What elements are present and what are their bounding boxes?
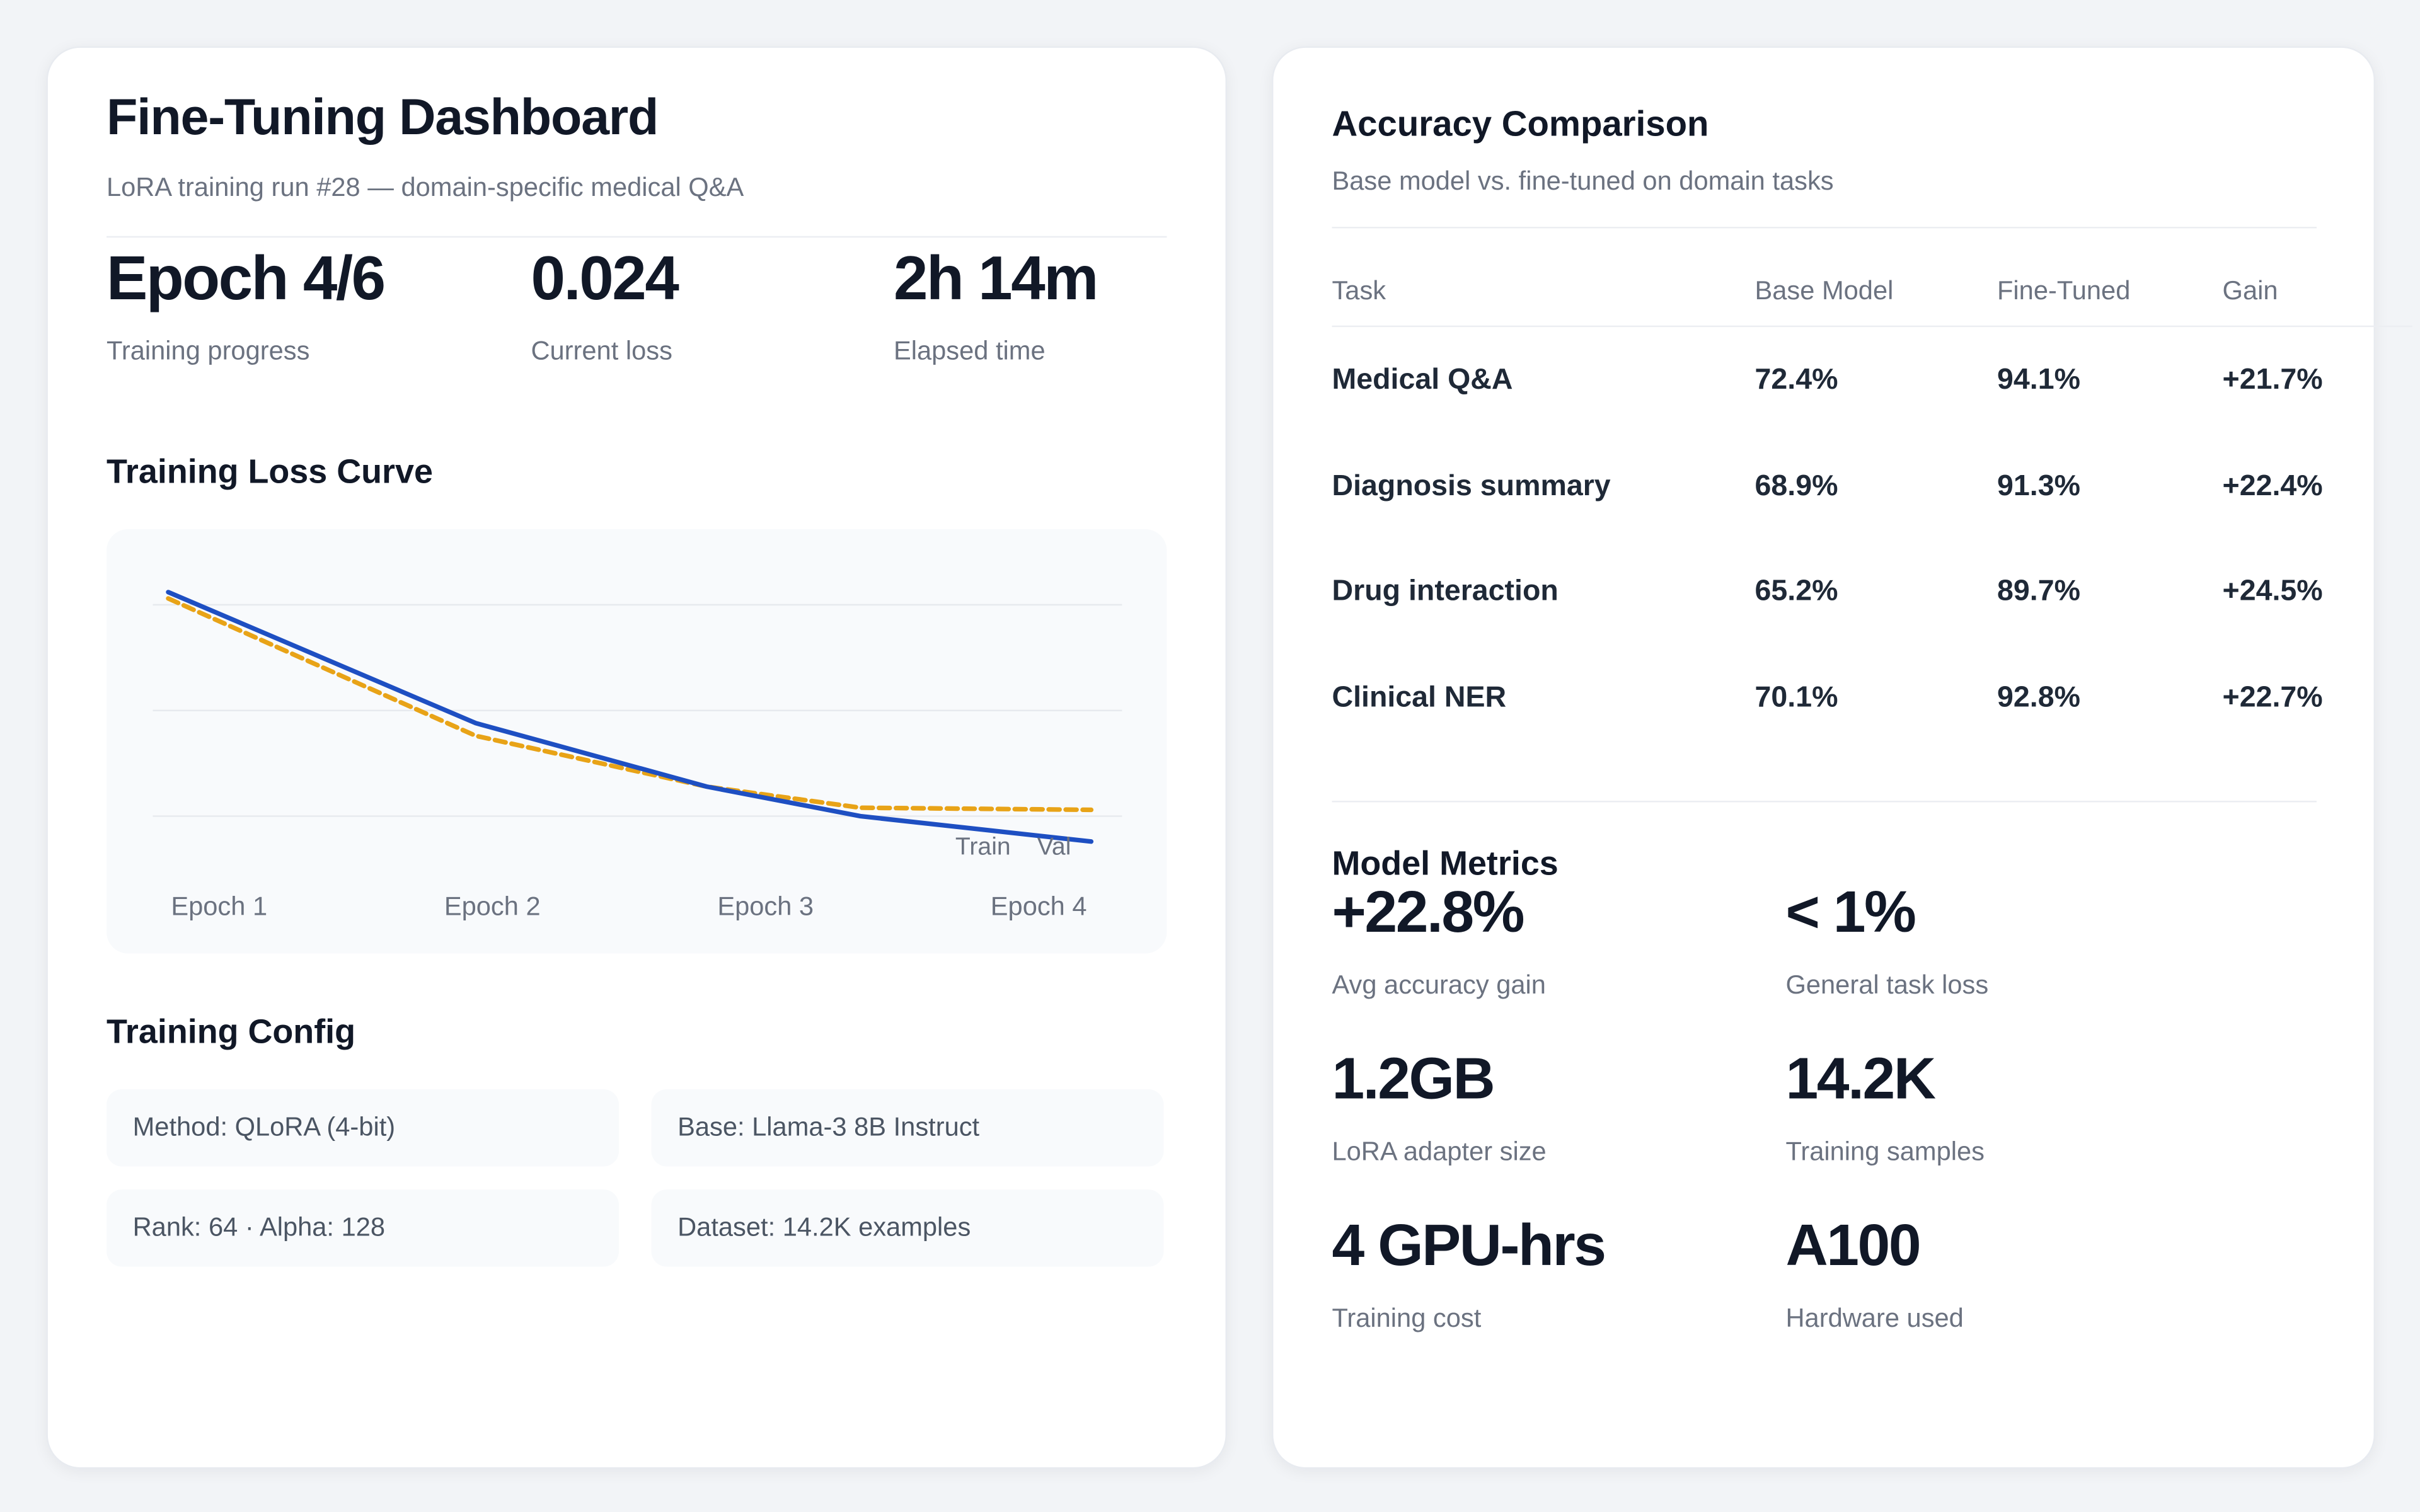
metric-value: A100 [1785, 1214, 1921, 1280]
table-cell: +21.7% [2222, 364, 2323, 397]
x-tick-label: Epoch 3 [717, 891, 814, 920]
kpi-label-loss: Current loss [531, 336, 672, 366]
metric-value: 1.2GB [1332, 1047, 1495, 1113]
legend-label: Train [955, 833, 1011, 861]
legend-label: Val [1037, 833, 1071, 861]
metric-label: General task loss [1785, 970, 1989, 1000]
metric-label: Training cost [1332, 1303, 1482, 1333]
table-cell: 89.7% [1997, 575, 2080, 608]
task-name: Diagnosis summary [1332, 469, 1611, 503]
metric-label: LoRA adapter size [1332, 1137, 1547, 1167]
table-cell: 94.1% [1997, 364, 2080, 397]
config-base: Base: Llama-3 8B Instruct [651, 1089, 1164, 1167]
page-title: Fine-Tuning Dashboard [106, 88, 659, 146]
table-cell: 65.2% [1754, 575, 1838, 608]
x-tick-label: Epoch 2 [444, 891, 541, 920]
loss-chart: Train Val Epoch 1 Epoch 2 Epoch 3 Epoch 4 [106, 529, 1167, 954]
column-header: Fine-Tuned [1997, 276, 2131, 306]
task-name: Drug interaction [1332, 575, 1559, 608]
training-card: Fine-Tuning Dashboard LoRA training run … [46, 46, 1227, 1469]
table-cell: +24.5% [2222, 575, 2323, 608]
metric-label: Avg accuracy gain [1332, 970, 1546, 1000]
divider [106, 236, 1167, 238]
kpi-value-progress: Epoch 4/6 [106, 245, 386, 314]
task-name: Clinical NER [1332, 681, 1507, 714]
config-method: Method: QLoRA (4-bit) [106, 1089, 619, 1167]
table-cell: +22.4% [2222, 469, 2323, 503]
metric-value: +22.8% [1332, 881, 1524, 946]
series-line-val [166, 596, 1094, 813]
loss-chart-svg: Train Val Epoch 1 Epoch 2 Epoch 3 Epoch 4 [153, 590, 1122, 920]
page-subtitle: LoRA training run #28 — domain-specific … [106, 173, 744, 202]
kpi-value-elapsed: 2h 14m [893, 245, 1098, 314]
config-title: Training Config [106, 1012, 356, 1051]
column-header: Task [1332, 276, 1386, 306]
accuracy-title: Accuracy Comparison [1332, 103, 1709, 144]
task-name: Medical Q&A [1332, 364, 1513, 397]
metric-value: < 1% [1785, 881, 1916, 946]
accuracy-card: Accuracy Comparison Base model vs. fine-… [1271, 46, 2412, 1469]
divider [1332, 227, 2317, 229]
divider [1332, 325, 2412, 328]
column-header: Base Model [1754, 276, 1894, 306]
config-rank: Rank: 64 · Alpha: 128 [106, 1189, 619, 1267]
metric-label: Training samples [1785, 1137, 1985, 1167]
series-line-train [166, 590, 1094, 844]
x-tick-label: Epoch 4 [991, 891, 1087, 920]
kpi-value-loss: 0.024 [531, 245, 679, 314]
x-tick-label: Epoch 1 [171, 891, 267, 920]
metric-label: Hardware used [1785, 1303, 1964, 1333]
table-cell: 91.3% [1997, 469, 2080, 503]
kpi-label-elapsed: Elapsed time [893, 336, 1046, 366]
column-header: Gain [2222, 276, 2278, 306]
kpi-label-progress: Training progress [106, 336, 310, 366]
metrics-title: Model Metrics [1332, 844, 1559, 883]
accuracy-subtitle: Base model vs. fine-tuned on domain task… [1332, 166, 1834, 197]
table-cell: 68.9% [1754, 469, 1838, 503]
table-cell: 72.4% [1754, 364, 1838, 397]
config-dataset: Dataset: 14.2K examples [651, 1189, 1164, 1267]
table-cell: 70.1% [1754, 681, 1838, 714]
loss-curve-title: Training Loss Curve [106, 452, 433, 491]
metric-value: 4 GPU-hrs [1332, 1214, 1606, 1280]
metric-value: 14.2K [1785, 1047, 1936, 1113]
divider [1332, 801, 2317, 803]
table-cell: +22.7% [2222, 681, 2323, 714]
table-cell: 92.8% [1997, 681, 2080, 714]
